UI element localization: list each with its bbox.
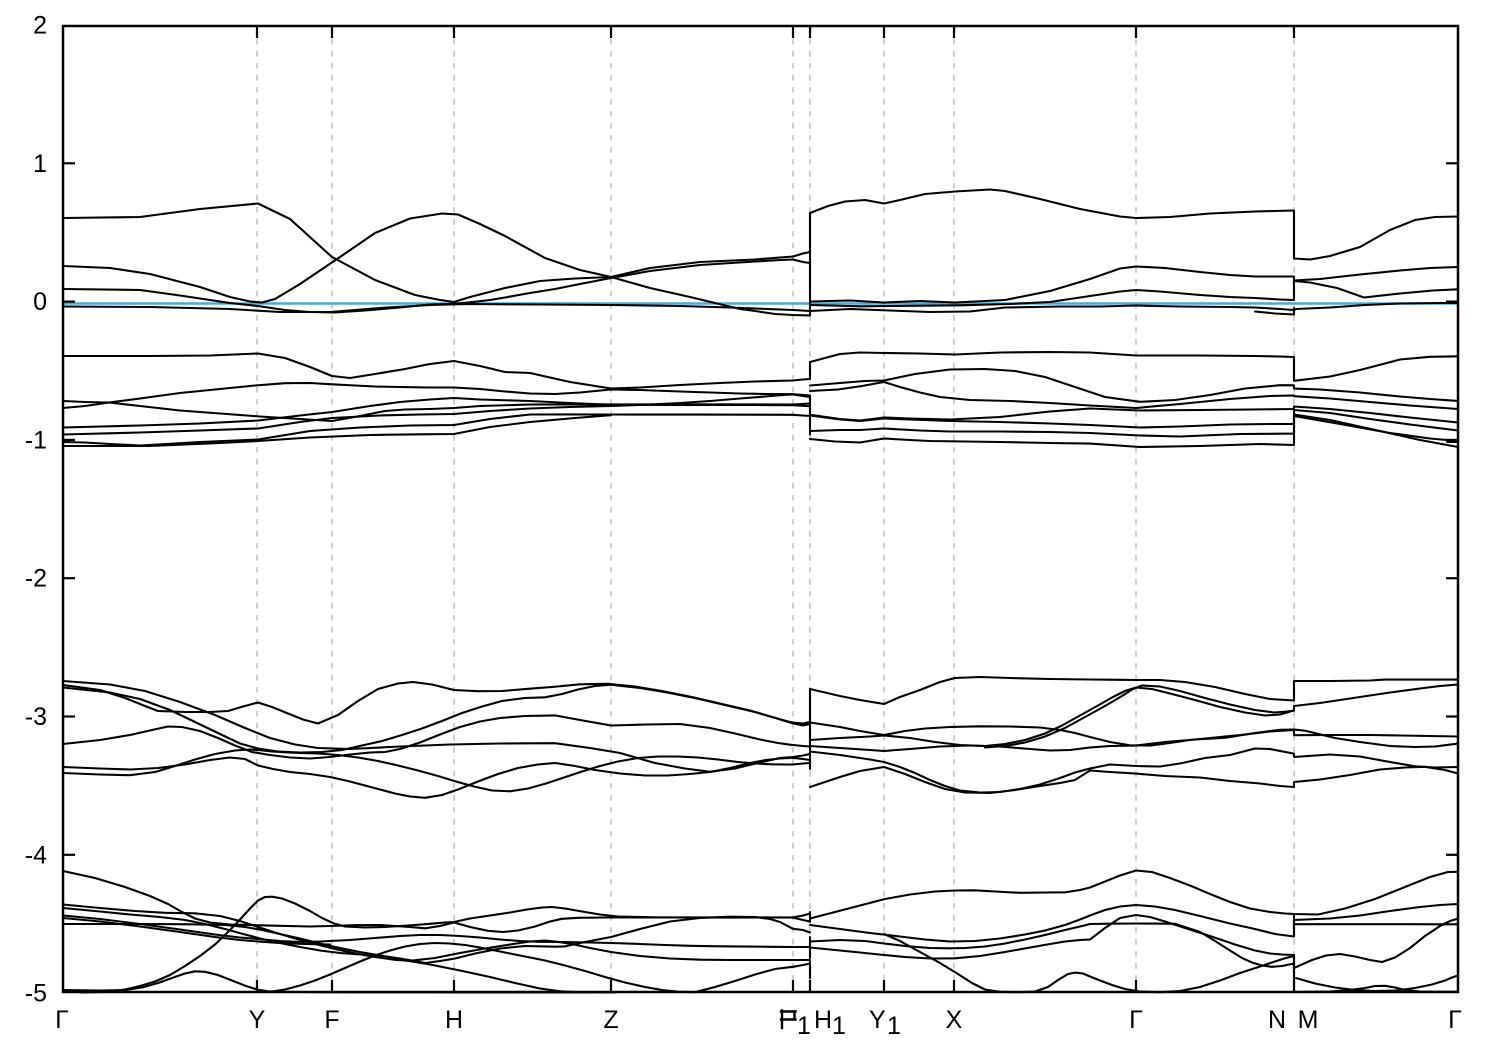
svg-text:N: N bbox=[1268, 1006, 1286, 1034]
svg-text:-2: -2 bbox=[25, 565, 47, 593]
svg-text:-1: -1 bbox=[25, 426, 47, 454]
svg-text:F: F bbox=[324, 1006, 339, 1034]
svg-text:1: 1 bbox=[887, 1012, 901, 1040]
svg-text:-5: -5 bbox=[25, 980, 47, 1008]
svg-text:1: 1 bbox=[797, 1012, 811, 1040]
svg-text:M: M bbox=[1298, 1006, 1319, 1034]
svg-text:H: H bbox=[445, 1006, 463, 1034]
svg-text:-3: -3 bbox=[25, 703, 47, 731]
svg-text:Z: Z bbox=[603, 1006, 618, 1034]
svg-text:Y: Y bbox=[249, 1006, 266, 1034]
svg-text:H: H bbox=[814, 1006, 832, 1034]
svg-text:2: 2 bbox=[33, 12, 47, 40]
svg-text:Y: Y bbox=[869, 1006, 886, 1034]
svg-text:X: X bbox=[946, 1006, 963, 1034]
svg-text:Γ: Γ bbox=[1448, 1006, 1462, 1034]
svg-text:1: 1 bbox=[33, 150, 47, 178]
svg-text:Γ: Γ bbox=[55, 1006, 69, 1034]
svg-text:0: 0 bbox=[33, 288, 47, 316]
svg-text:Γ: Γ bbox=[1129, 1006, 1143, 1034]
svg-text:-4: -4 bbox=[25, 841, 47, 869]
svg-text:1: 1 bbox=[832, 1012, 846, 1040]
